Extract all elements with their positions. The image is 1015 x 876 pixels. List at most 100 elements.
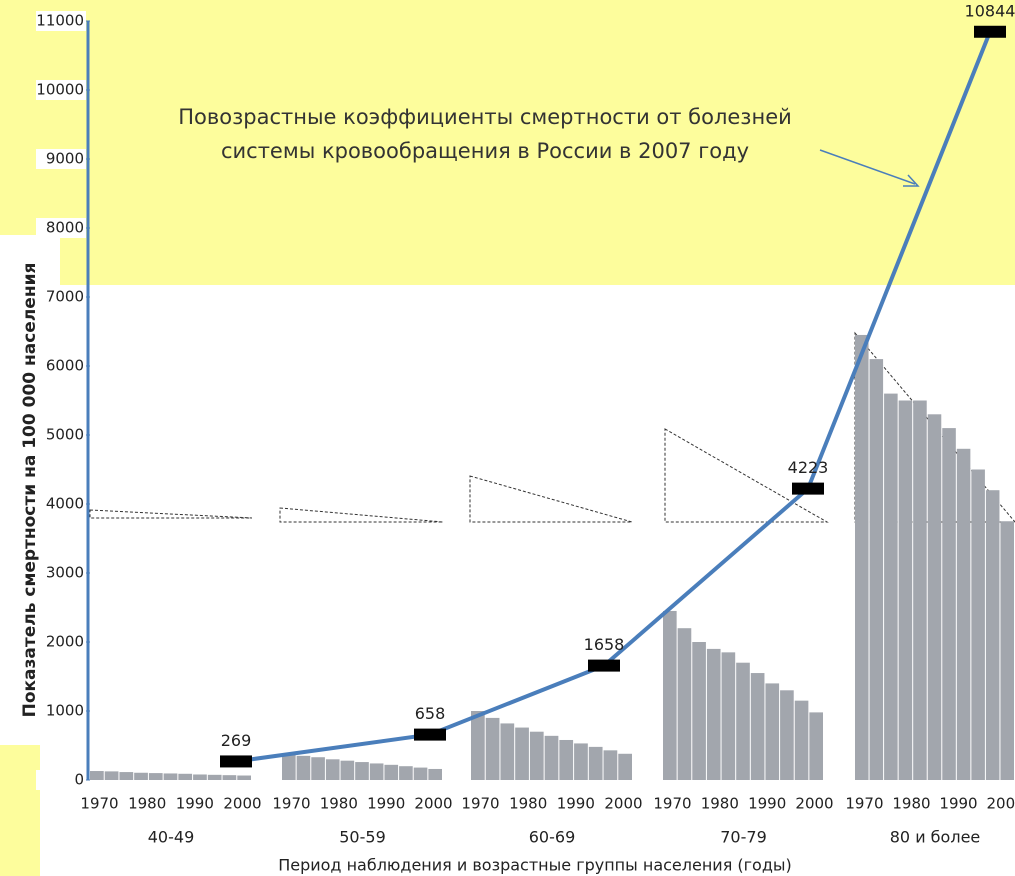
trend-triangles (89, 331, 1015, 523)
bar (178, 773, 193, 780)
x-tick-label: 1970 (653, 795, 691, 813)
group-label: 60-69 (529, 828, 576, 847)
triangle (664, 428, 829, 523)
tick-label-bg (36, 80, 86, 100)
tick-label-bg (36, 770, 86, 790)
tick-label-bg (36, 632, 86, 652)
bar (588, 746, 603, 780)
x-tick-label: 1990 (557, 795, 595, 813)
bar (148, 773, 163, 780)
bar (559, 739, 574, 780)
bar (296, 755, 311, 780)
arrow-head (903, 174, 920, 187)
bar (485, 717, 500, 780)
bar (529, 731, 544, 780)
point-marker (588, 659, 620, 672)
bar (736, 662, 750, 780)
bar (677, 628, 692, 780)
x-tick-label: 1990 (176, 795, 214, 813)
bar (163, 773, 178, 780)
y-tick-label: 1000 (46, 702, 84, 720)
bar (1000, 521, 1014, 780)
plot-background (40, 285, 1015, 876)
bar (765, 683, 780, 780)
bar (311, 757, 325, 780)
point-marker (974, 25, 1006, 38)
annotation: Повозрастные коэффициенты смертности от … (178, 105, 792, 129)
point-marker (414, 728, 446, 741)
triangle (279, 507, 444, 523)
tick-label-bg (36, 287, 86, 307)
bar (692, 642, 706, 780)
tick-label-bg (36, 356, 86, 376)
bar (222, 775, 237, 780)
x-tick-label: 1980 (892, 795, 930, 813)
bar (134, 772, 148, 780)
bar (119, 772, 134, 780)
bar (898, 400, 913, 780)
triangle (469, 475, 633, 523)
y-tick-label: 9000 (46, 150, 84, 168)
y-axis-title: Показатель смертности на 100 000 населен… (20, 263, 40, 718)
x-tick-label: 1990 (367, 795, 405, 813)
bar (913, 400, 927, 780)
bar (544, 735, 559, 780)
x-tick-label: 2000 (414, 795, 452, 813)
x-tick-label: 1980 (128, 795, 166, 813)
x-tick-label: 1980 (320, 795, 358, 813)
tick-label-bg (36, 701, 86, 721)
bar (282, 753, 296, 780)
annotation: системы кровообращения в России в 2007 г… (221, 139, 749, 163)
bar (500, 723, 515, 780)
y-tick-label: 8000 (46, 219, 84, 237)
tick-label-bg (36, 218, 86, 238)
bar (471, 711, 485, 780)
x-axis-title: Период наблюдения и возрастные группы на… (278, 856, 792, 875)
x-tick-label: 1980 (701, 795, 739, 813)
x-tick-label: 2000 (795, 795, 833, 813)
bar (340, 760, 355, 780)
tick-label-bg (36, 149, 86, 169)
tick-label-bg (36, 494, 86, 514)
bar (515, 727, 529, 780)
bar (721, 652, 736, 780)
data-label: 4223 (788, 458, 829, 477)
y-tick-label: 6000 (46, 357, 84, 375)
point-marker (220, 755, 252, 768)
y-tick-label: 3000 (46, 564, 84, 582)
x-tick-label: 2000 (223, 795, 261, 813)
x-tick-label: 2000 (604, 795, 642, 813)
bar (384, 764, 399, 780)
arrow (819, 149, 916, 185)
bar (90, 771, 104, 780)
bar (355, 762, 369, 780)
bar (942, 428, 956, 780)
bar (884, 393, 898, 780)
bar (603, 750, 618, 780)
data-label: 10844 (965, 1, 1015, 20)
x-tick-label: 1970 (272, 795, 310, 813)
bar (750, 673, 765, 780)
bar (927, 414, 942, 780)
data-label: 269 (221, 731, 252, 750)
x-tick-label: 1970 (461, 795, 499, 813)
y-tick-label: 5000 (46, 426, 84, 444)
bar (663, 610, 677, 780)
x-tick-label: 1980 (509, 795, 547, 813)
x-tick-label: 1970 (845, 795, 883, 813)
bar (413, 767, 428, 780)
group-label: 70-79 (720, 828, 767, 847)
bar (428, 768, 442, 780)
bar (855, 334, 869, 780)
bar (869, 359, 884, 780)
x-tick-label: 1990 (748, 795, 786, 813)
ylabel-box (0, 235, 60, 745)
group-label: 50-59 (339, 828, 386, 847)
y-tick-label: 7000 (46, 288, 84, 306)
bar (193, 774, 207, 780)
bar (325, 759, 340, 780)
x-tick-label: 2000 (986, 795, 1015, 813)
bar (207, 774, 222, 780)
y-tick-label: 0 (74, 771, 84, 789)
